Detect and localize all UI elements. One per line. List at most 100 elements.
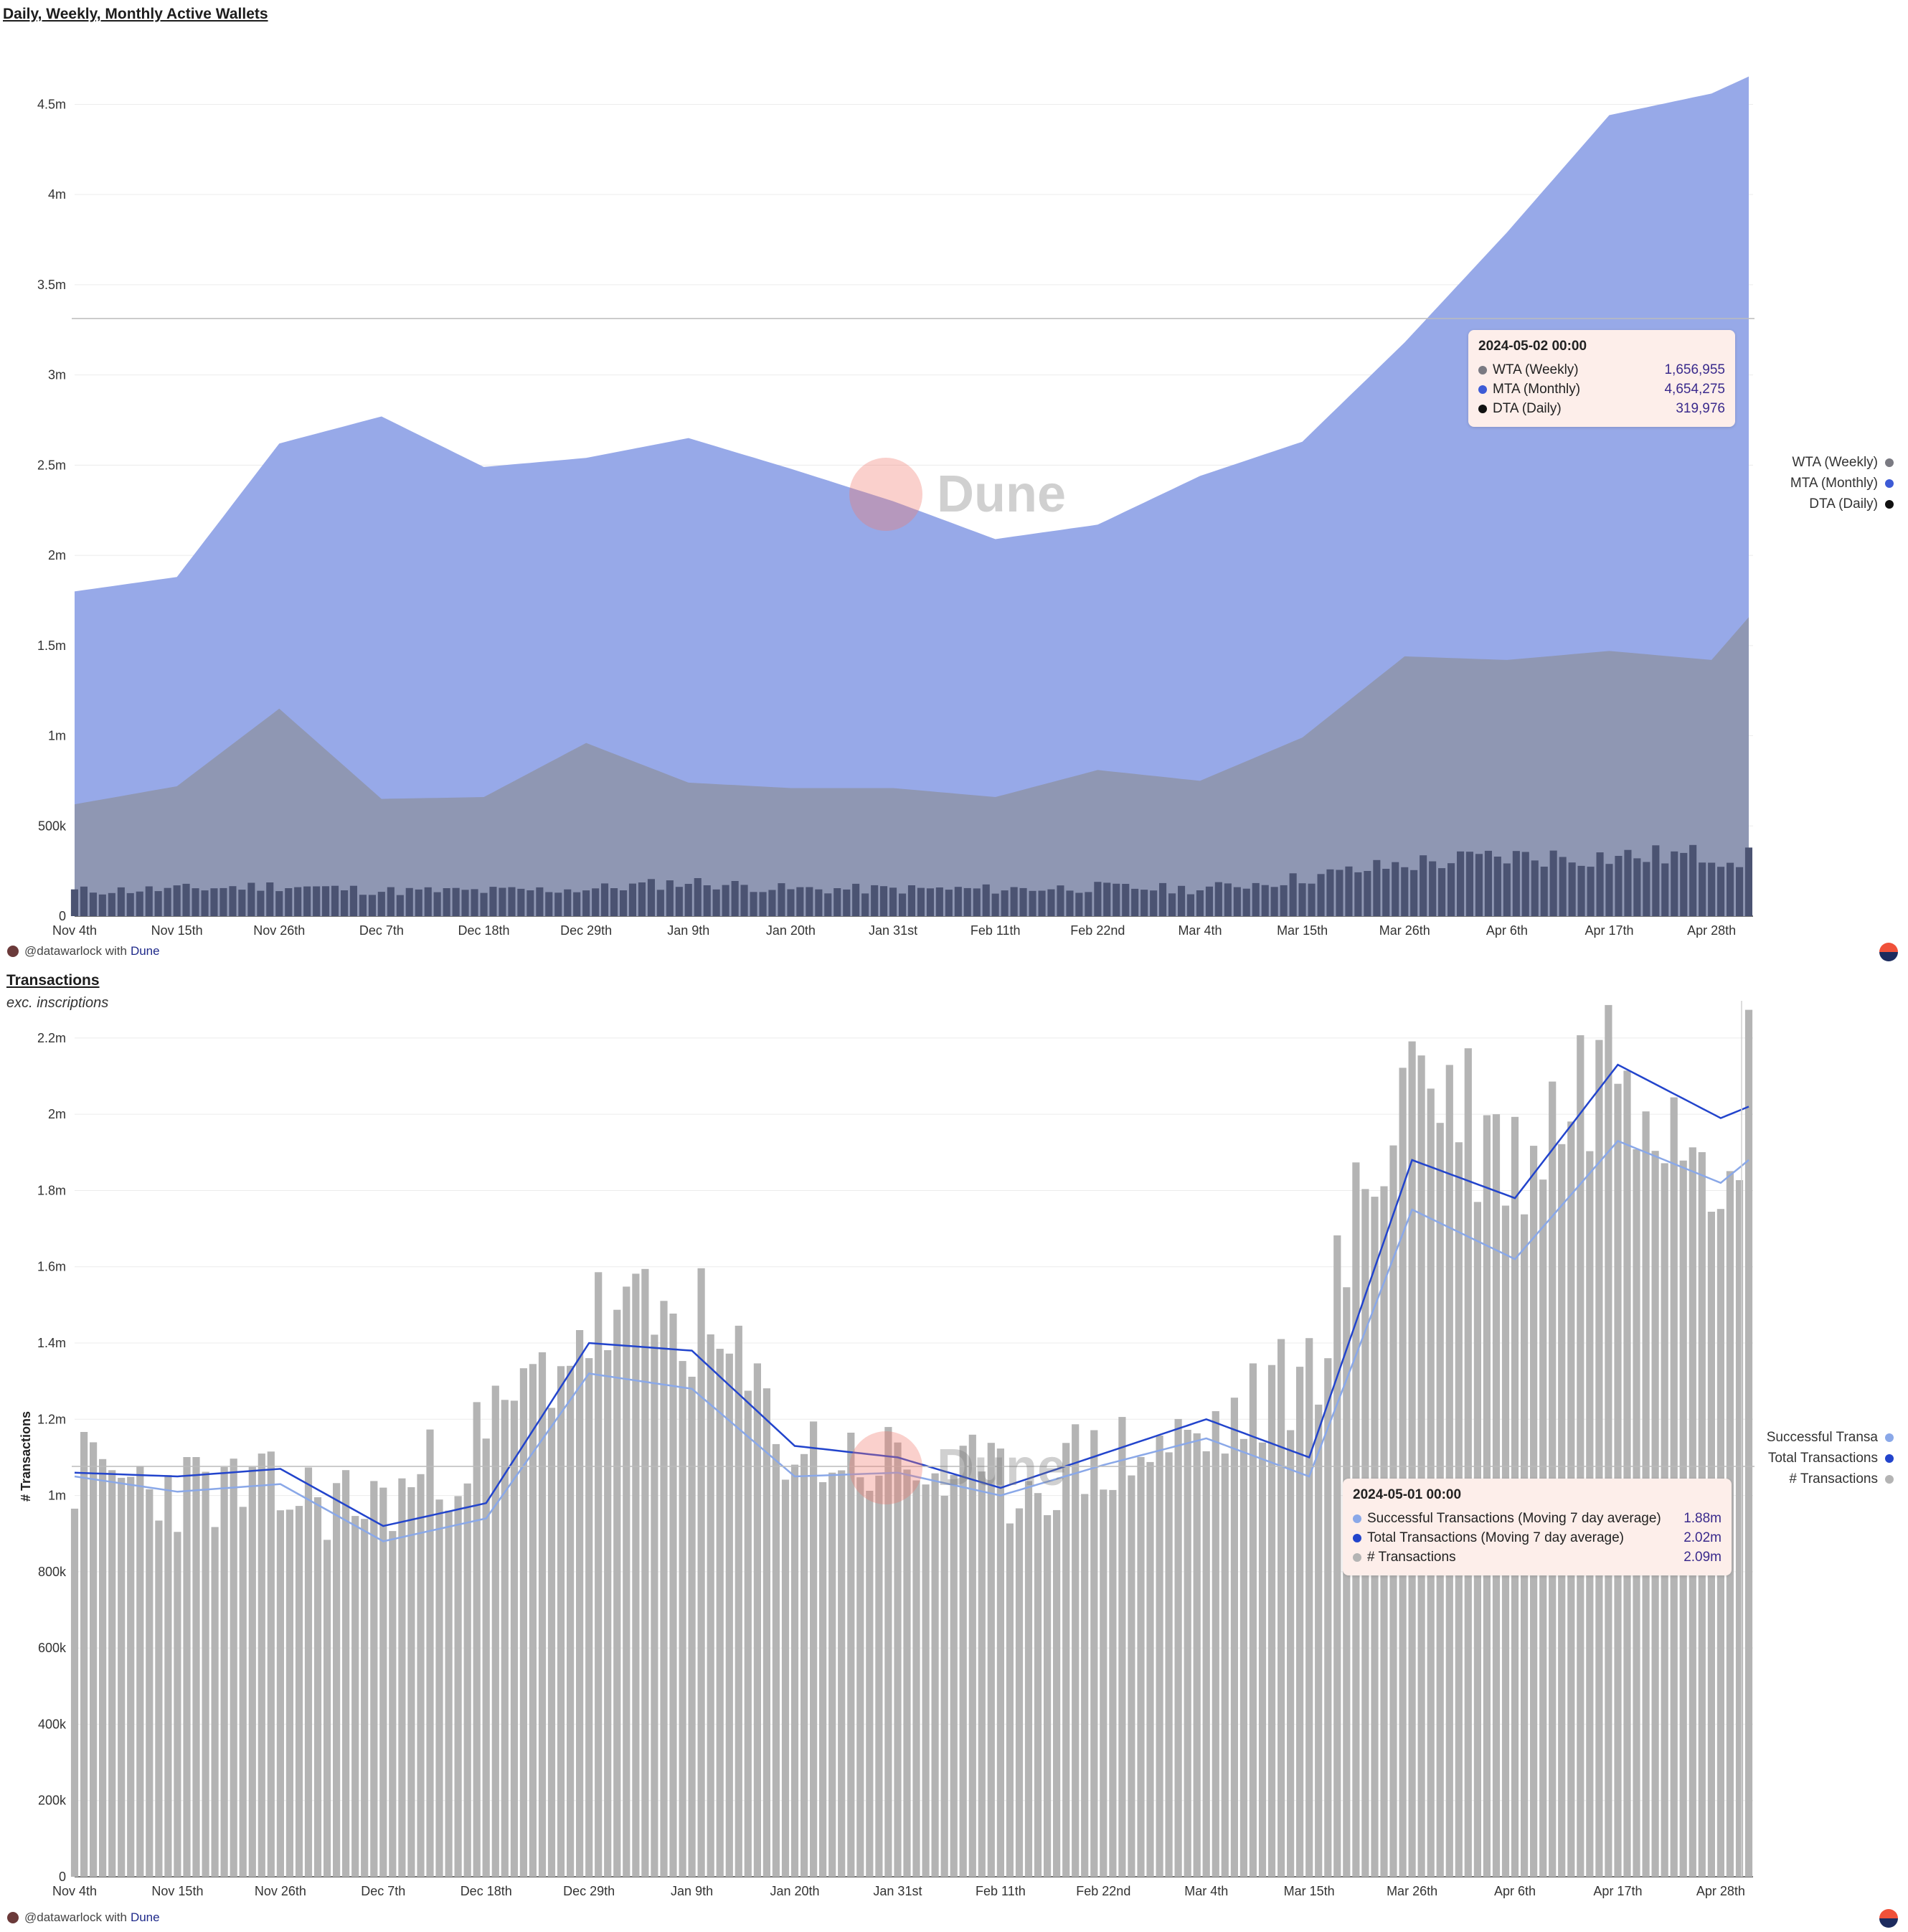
transactions-bar [370,1481,378,1877]
dta-daily-bar [368,895,376,916]
y-tick-label: 800k [38,1565,67,1579]
dta-daily-bar [499,887,506,916]
transactions-bar [762,1388,770,1877]
transactions-bar [501,1400,509,1877]
dta-daily-bar [564,889,572,916]
transactions-bar [473,1402,481,1877]
legend-item[interactable]: MTA (Monthly) [1790,473,1894,494]
x-tick-label: Nov 26th [255,1884,306,1898]
transactions-bar [1399,1068,1407,1877]
dta-daily-bar [331,885,339,916]
legend-item[interactable]: Successful Transa [1767,1427,1894,1448]
dta-daily-bar [666,880,674,916]
y-tick-label: 1.4m [37,1336,66,1350]
transactions-bar [1464,1048,1472,1877]
chart-title[interactable]: Transactions [6,972,100,989]
dta-daily-bar [1596,852,1604,916]
credit-user[interactable]: @datawarlock with [24,1910,127,1924]
dta-daily-bar [1038,890,1046,916]
transactions-bar [295,1506,303,1877]
transactions-bar [1277,1339,1285,1877]
transactions-bar [1324,1358,1332,1877]
legend-item[interactable]: # Transactions [1767,1469,1894,1489]
transactions-bar [174,1532,181,1877]
transactions-bar [576,1330,584,1877]
transactions-bar [407,1487,415,1877]
dta-daily-bar [1336,870,1343,916]
dta-daily-bar [424,887,432,916]
transactions-bar [781,1479,790,1877]
dta-daily-bar [787,889,795,916]
credit-brand-link[interactable]: Dune [130,1910,160,1924]
transactions-bar [1605,1004,1612,1877]
legend-item[interactable]: Total Transactions [1767,1448,1894,1469]
transactions-bar [202,1471,209,1877]
transactions-bar [1230,1398,1238,1877]
x-tick-label: Nov 4th [52,923,97,938]
legend-swatch-icon [1885,1453,1894,1463]
x-tick-label: Dec 18th [461,1884,512,1898]
dta-daily-bar [396,895,404,916]
transactions-bar [1595,1040,1603,1877]
transactions-bar [230,1459,237,1877]
transactions-bar [1202,1451,1210,1877]
total-transactions-line [74,1063,1749,1527]
legend-item[interactable]: WTA (Weekly) [1790,452,1894,473]
transactions-bar [267,1451,275,1877]
x-tick-label: Apr 6th [1486,923,1528,938]
dta-daily-bar [1689,844,1697,916]
dta-daily-bar [610,888,618,916]
dta-daily-bar [1122,884,1130,916]
dta-daily-bar [154,891,162,916]
x-tick-label: Jan 31st [873,1884,922,1898]
legend-item[interactable]: DTA (Daily) [1790,494,1894,514]
dta-daily-bar [796,887,804,916]
dta-daily-bar [1680,852,1688,916]
active-wallets-chart[interactable]: 0 500k 1m 1.5m 2m 2.5m 3m 3.5m 4m 4.5m Nov 4th Nov … [0,0,1908,965]
dta-daily-bar [1131,888,1139,916]
dta-daily-bar [982,884,990,916]
transactions-bar [651,1334,658,1877]
dta-daily-bar [935,887,943,916]
transactions-chart[interactable]: 0 200k 400k 600k 800k 1m 1.2m 1.4m 1.6m 1.8m 2m 2.2… [0,965,1908,1932]
dta-daily-bar [238,890,246,916]
dune-corner-logo-icon[interactable] [1879,1909,1898,1928]
dta-daily-bar [1401,867,1409,916]
dta-daily-bar [359,895,367,916]
dta-daily-bar [443,888,450,916]
dta-daily-bar [1503,863,1511,916]
transactions-bar [118,1477,126,1877]
transactions-bar [547,1408,556,1877]
transactions-bar [1109,1489,1117,1877]
dta-daily-bar [1699,862,1706,916]
dta-daily-bar [871,885,879,916]
legend-swatch-icon [1885,458,1894,467]
dta-daily-bar [387,887,395,916]
dta-daily-bar [880,886,888,916]
dta-daily-bar [108,892,115,916]
transactions-bar [922,1484,930,1877]
dta-daily-bar [1540,867,1548,916]
dta-daily-bar [703,885,711,916]
dta-daily-bar [582,890,590,916]
tooltip-label: WTA (Weekly) [1493,362,1579,377]
dta-daily-bar [219,887,227,916]
dune-corner-logo-icon[interactable] [1879,943,1898,961]
credit-brand-link[interactable]: Dune [130,944,160,958]
legend-label: # Transactions [1789,1471,1878,1486]
legend-swatch-icon [1885,479,1894,488]
chart-title[interactable]: Daily, Weekly, Monthly Active Wallets [3,6,268,22]
transactions-bar [1081,1494,1089,1877]
transactions-bar [1577,1035,1585,1877]
tooltip-swatch-icon [1353,1514,1361,1523]
y-tick-label: 3.5m [37,278,66,292]
tooltip-row: WTA (Weekly) 1,656,955 [1478,360,1725,380]
transactions-bar [623,1286,631,1877]
transactions-bar [519,1368,527,1877]
transactions-bar [959,1446,967,1877]
dta-daily-bar [1150,890,1158,916]
y-tick-label: 2m [48,548,66,562]
credit-user[interactable]: @datawarlock with [24,944,127,958]
transactions-bar [912,1480,920,1877]
transactions-bar [595,1272,603,1877]
